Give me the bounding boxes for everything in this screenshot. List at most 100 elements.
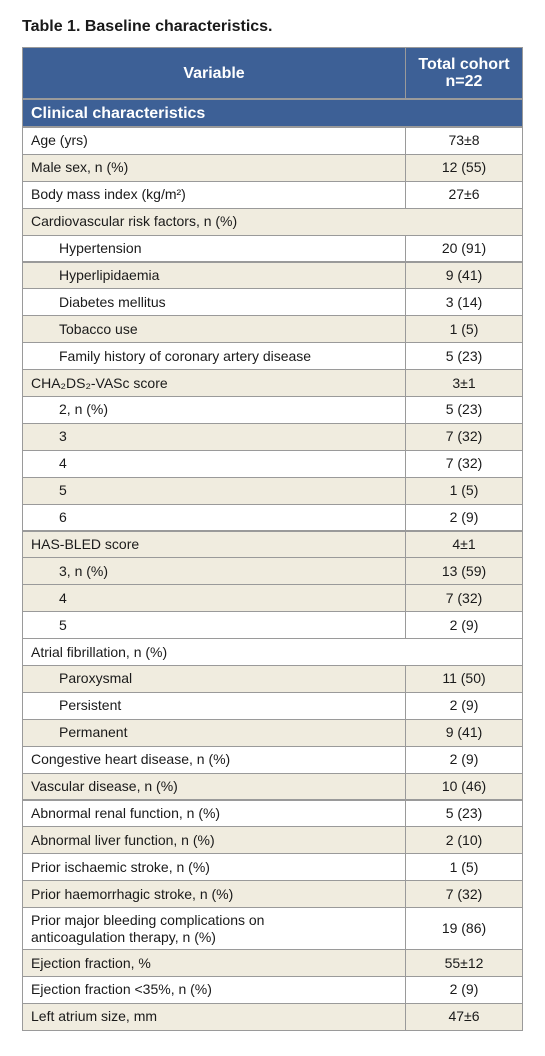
value-cell: 20 (91): [405, 234, 523, 263]
section-row: Clinical characteristics: [22, 99, 523, 127]
row-label: Hypertension: [59, 240, 142, 257]
label-cell: Prior major bleeding complications on ant…: [22, 907, 406, 951]
row-value: 9 (41): [445, 724, 483, 741]
value-cell: 19 (86): [405, 907, 523, 951]
label-cell: Vascular disease, n (%): [22, 772, 406, 801]
row-value: 2 (10): [445, 831, 483, 848]
value-cell: 2 (9): [405, 611, 523, 640]
header-cell: Total cohort n=22: [405, 47, 523, 99]
label-cell: 6: [22, 503, 406, 532]
label-cell: 4: [22, 449, 406, 478]
table-title: Table 1. Baseline characteristics.: [22, 18, 273, 35]
value-cell: 2 (9): [405, 503, 523, 532]
row-value: 7 (32): [445, 589, 483, 606]
row-value: 10 (46): [441, 778, 487, 795]
value-cell: 7 (32): [405, 449, 523, 478]
label-cell: Congestive heart disease, n (%): [22, 745, 406, 774]
row-value: 2 (9): [449, 509, 479, 526]
label-cell: 5: [22, 611, 406, 640]
row-label: Prior haemorrhagic stroke, n (%): [31, 885, 234, 902]
row-label: Ejection fraction, %: [31, 954, 151, 971]
row-value: 7 (32): [445, 428, 483, 445]
section-text: Clinical characteristics: [31, 104, 206, 122]
label-cell: Ejection fraction, %: [22, 949, 406, 977]
row-label: 6: [59, 509, 67, 526]
value-cell: 55±12: [405, 949, 523, 977]
row-value: 55±12: [444, 954, 484, 971]
label-cell: Abnormal liver function, n (%): [22, 826, 406, 855]
label-cell: Prior haemorrhagic stroke, n (%): [22, 880, 406, 909]
label-cell: HAS-BLED score: [22, 530, 406, 559]
row-label: Abnormal renal function, n (%): [31, 804, 221, 821]
value-cell: 3±1: [405, 369, 523, 397]
row-value: 73±8: [448, 132, 480, 149]
value-cell: 73±8: [405, 127, 523, 155]
value-cell: 2 (9): [405, 745, 523, 774]
row-value: 2 (9): [449, 616, 479, 633]
row-value: 3 (14): [445, 293, 483, 310]
row-value: 5 (23): [445, 804, 483, 821]
value-cell: 13 (59): [405, 557, 523, 586]
row-value: 20 (91): [441, 240, 487, 257]
value-cell: 5 (23): [405, 799, 523, 828]
value-cell: 1 (5): [405, 476, 523, 505]
value-cell: 2 (9): [405, 976, 523, 1004]
value-cell: 7 (32): [405, 880, 523, 909]
row-label: Paroxysmal: [59, 670, 133, 687]
row-value: 2 (9): [449, 981, 479, 998]
row-value: 13 (59): [441, 562, 487, 579]
row-label: Male sex, n (%): [31, 159, 129, 176]
row-value: 2 (9): [449, 751, 479, 768]
row-value: 9 (41): [445, 266, 483, 283]
row-label: 3: [59, 428, 67, 445]
row-label: anticoagulation therapy, n (%): [31, 928, 216, 945]
value-cell: 4±1: [405, 530, 523, 559]
value-cell: 1 (5): [405, 315, 523, 344]
row-label: 4: [59, 455, 67, 472]
value-cell: 7 (32): [405, 422, 523, 451]
value-cell: 47±6: [405, 1002, 523, 1031]
row-label: 5: [59, 616, 67, 633]
label-cell: Hyperlipidaemia: [22, 261, 406, 290]
header-cell: Variable: [22, 47, 406, 99]
value-cell: 9 (41): [405, 261, 523, 290]
label-cell: Male sex, n (%): [22, 153, 406, 182]
row-value: 1 (5): [449, 858, 479, 875]
row-value: 5 (23): [445, 401, 483, 418]
row-label: Body mass index (kg/m²): [31, 186, 186, 203]
row-label: Tobacco use: [59, 320, 138, 337]
label-cell: Family history of coronary artery diseas…: [22, 342, 406, 371]
row-value: 1 (5): [449, 320, 479, 337]
label-cell: Cardiovascular risk factors, n (%): [22, 207, 523, 236]
header-text: n=22: [445, 73, 483, 90]
label-cell: Abnormal renal function, n (%): [22, 799, 406, 828]
value-cell: 3 (14): [405, 288, 523, 317]
row-label: Diabetes mellitus: [59, 293, 166, 310]
value-cell: 2 (10): [405, 826, 523, 855]
label-cell: Age (yrs): [22, 127, 406, 155]
row-label: Cardiovascular risk factors, n (%): [31, 213, 238, 230]
row-label: Atrial fibrillation, n (%): [31, 643, 168, 660]
value-cell: 10 (46): [405, 772, 523, 801]
row-label: Ejection fraction <35%, n (%): [31, 981, 212, 998]
row-value: 12 (55): [441, 159, 487, 176]
row-label: HAS-BLED score: [31, 535, 140, 552]
row-value: 5 (23): [445, 347, 483, 364]
row-label: Left atrium size, mm: [31, 1008, 158, 1025]
value-cell: 7 (32): [405, 584, 523, 613]
row-label: Persistent: [59, 697, 122, 714]
label-cell: 3, n (%): [22, 557, 406, 586]
row-value: 1 (5): [449, 482, 479, 499]
label-cell: 3: [22, 422, 406, 451]
row-value: 7 (32): [445, 885, 483, 902]
label-cell: Atrial fibrillation, n (%): [22, 638, 523, 666]
row-value: 27±6: [448, 186, 480, 203]
row-label: 4: [59, 589, 67, 606]
value-cell: 5 (23): [405, 396, 523, 424]
header-text: Variable: [183, 64, 245, 82]
row-value: 4±1: [452, 535, 476, 552]
row-label: 2, n (%): [59, 401, 109, 418]
value-cell: 5 (23): [405, 342, 523, 371]
value-cell: 27±6: [405, 180, 523, 209]
